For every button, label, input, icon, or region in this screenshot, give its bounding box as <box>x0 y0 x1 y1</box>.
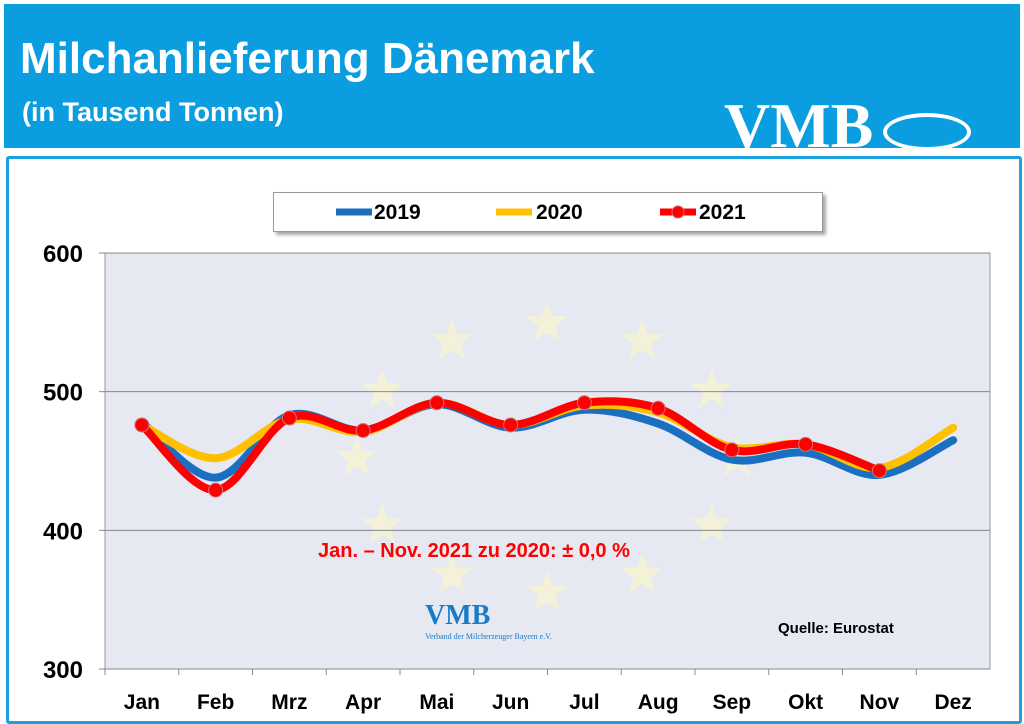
x-tick-label: Nov <box>860 691 900 714</box>
data-point-2021 <box>871 463 887 479</box>
y-tick-label: 300 <box>43 657 83 684</box>
data-point-2021 <box>281 410 297 426</box>
watermark-logo: VMB <box>425 600 491 631</box>
chart-subtitle: (in Tausend Tonnen) <box>22 97 284 127</box>
x-tick-label: Jun <box>492 691 529 714</box>
watermark-text: Verband der Milcherzeuger Bayern e.V. <box>425 632 552 641</box>
legend-label-2019: 2019 <box>374 201 421 224</box>
data-point-2021 <box>724 442 740 458</box>
comparison-annotation: Jan. – Nov. 2021 zu 2020: ± 0,0 % <box>318 540 630 562</box>
x-tick-label: Okt <box>788 691 823 714</box>
eu-star-icon <box>716 436 758 476</box>
x-tick-label: Mai <box>419 691 454 714</box>
data-point-2021 <box>503 417 519 433</box>
data-point-2021 <box>429 395 445 411</box>
data-point-2021 <box>208 482 224 498</box>
x-tick-label: Aug <box>638 691 679 714</box>
eu-star-icon <box>361 368 404 409</box>
legend-label-2021: 2021 <box>699 201 746 224</box>
y-tick-label: 500 <box>43 380 83 407</box>
data-point-2021 <box>798 436 814 452</box>
x-tick-label: Jul <box>569 691 599 714</box>
logo-swirl-icon <box>883 113 972 152</box>
data-point-2021 <box>576 395 592 411</box>
x-tick-label: Dez <box>934 691 971 714</box>
series-line-2021 <box>137 397 884 495</box>
eu-star-icon <box>526 571 568 611</box>
data-point-2021 <box>650 400 666 416</box>
x-tick-label: Sep <box>713 691 752 714</box>
eu-star-icon <box>336 436 378 476</box>
eu-star-icon <box>621 319 663 359</box>
header-banner: Milchanlieferung Dänemark (in Tausend To… <box>4 4 1020 161</box>
eu-star-icon <box>526 301 568 341</box>
eu-star-icon <box>431 552 473 593</box>
x-tick-label: Apr <box>345 691 381 714</box>
eu-star-icon <box>361 503 404 544</box>
source-note: Quelle: Eurostat <box>778 620 894 637</box>
legend: 2019 2020 2021 <box>273 192 823 232</box>
vmb-logo: VMB <box>724 89 972 163</box>
y-tick-label: 600 <box>43 241 83 268</box>
chart-title: Milchanlieferung Dänemark <box>20 34 595 83</box>
legend-label-2020: 2020 <box>536 201 583 224</box>
x-tick-label: Feb <box>197 691 234 714</box>
eu-star-icon <box>690 503 733 544</box>
y-tick-label: 400 <box>43 518 83 545</box>
eu-star-icon <box>690 368 733 409</box>
x-tick-label: Jan <box>124 691 160 714</box>
eu-star-icon <box>621 552 663 593</box>
chart-frame <box>6 156 1022 724</box>
data-point-2021 <box>134 417 150 433</box>
x-tick-label: Mrz <box>271 691 307 714</box>
eu-star-icon <box>431 319 473 359</box>
data-point-2021 <box>355 422 371 438</box>
